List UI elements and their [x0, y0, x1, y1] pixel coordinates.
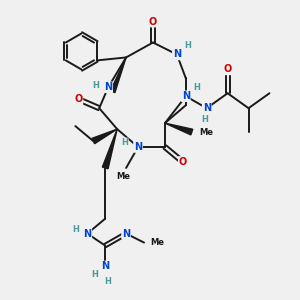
Text: O: O	[74, 94, 82, 104]
Text: Me: Me	[199, 128, 213, 136]
Text: H: H	[91, 270, 98, 279]
Text: O: O	[149, 16, 157, 27]
Text: N: N	[182, 91, 190, 101]
Text: O: O	[224, 64, 232, 74]
Text: H: H	[201, 115, 208, 124]
Text: N: N	[173, 50, 181, 59]
Text: H: H	[72, 225, 79, 234]
Text: Me: Me	[150, 238, 164, 247]
Text: O: O	[179, 157, 187, 167]
Polygon shape	[110, 57, 126, 93]
Text: H: H	[104, 277, 111, 286]
Polygon shape	[102, 129, 117, 169]
Text: H: H	[121, 138, 128, 147]
Text: N: N	[203, 103, 211, 113]
Text: H: H	[92, 81, 99, 90]
Text: N: N	[104, 82, 112, 92]
Text: H: H	[193, 83, 200, 92]
Text: Me: Me	[116, 172, 130, 182]
Text: N: N	[122, 229, 130, 238]
Text: N: N	[83, 229, 92, 238]
Polygon shape	[165, 123, 193, 135]
Text: N: N	[101, 262, 109, 272]
Polygon shape	[92, 129, 117, 144]
Text: H: H	[184, 41, 191, 50]
Text: N: N	[134, 142, 142, 152]
